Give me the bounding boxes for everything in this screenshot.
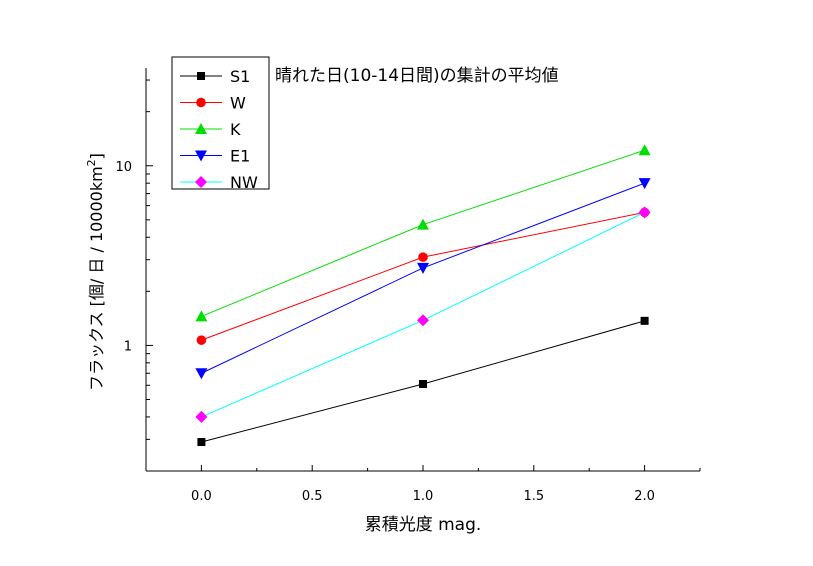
legend-marker bbox=[195, 176, 207, 188]
y-tick-label: 10 bbox=[115, 160, 132, 175]
data-point bbox=[196, 335, 207, 345]
legend-marker bbox=[195, 150, 207, 162]
data-point bbox=[417, 262, 429, 274]
legend-label: NW bbox=[230, 173, 258, 192]
x-tick-label: 0.0 bbox=[191, 489, 212, 504]
legend-box bbox=[171, 56, 270, 190]
chart-title: 晴れた日(10-14日間)の集計の平均値 bbox=[275, 66, 559, 86]
data-point bbox=[638, 206, 651, 219]
series-line bbox=[201, 182, 645, 374]
legend-item-W: W bbox=[180, 94, 246, 113]
data-point bbox=[197, 438, 206, 447]
legend-marker bbox=[196, 97, 206, 108]
legend-item-K: K bbox=[180, 120, 241, 139]
series-E1 bbox=[195, 178, 651, 380]
legend-item-NW: NW bbox=[180, 173, 258, 192]
y-axis-title: フラックス [個/ 日 / 10000km2] bbox=[85, 153, 106, 391]
legend-marker bbox=[195, 123, 207, 134]
series-layer bbox=[195, 144, 651, 447]
y-ticks: 1 10 bbox=[115, 79, 153, 472]
y-tick-label: 1 bbox=[124, 339, 132, 354]
series-S1 bbox=[197, 316, 649, 447]
x-tick-label: 0.5 bbox=[302, 489, 323, 504]
data-point bbox=[640, 316, 649, 325]
series-NW bbox=[195, 206, 651, 423]
legend-marker bbox=[197, 72, 205, 80]
y-axis-title-main: フラックス [個/ 日 / 10000km bbox=[87, 166, 106, 391]
x-axis-title: 累積光度 mag. bbox=[365, 515, 482, 535]
data-point bbox=[417, 218, 429, 230]
data-point bbox=[417, 314, 429, 327]
x-ticks: 0.0 0.5 1.0 1.5 2.0 bbox=[145, 465, 701, 504]
series-K bbox=[195, 144, 651, 322]
legend-label: K bbox=[230, 120, 241, 139]
x-tick-label: 2.0 bbox=[634, 489, 655, 504]
y-axis-title-close: ] bbox=[87, 153, 106, 159]
legend-item-E1: E1 bbox=[180, 147, 250, 166]
data-point bbox=[195, 410, 208, 423]
legend-item-S1: S1 bbox=[180, 67, 250, 86]
legend-label: S1 bbox=[230, 67, 250, 86]
data-point bbox=[638, 178, 651, 190]
data-point bbox=[419, 379, 427, 388]
data-point bbox=[195, 310, 208, 322]
legend-label: W bbox=[230, 94, 246, 113]
data-point bbox=[195, 368, 208, 380]
x-tick-label: 1.5 bbox=[523, 489, 544, 504]
y-axis-title-sup: 2 bbox=[85, 159, 98, 166]
data-point bbox=[418, 252, 428, 262]
data-point bbox=[638, 144, 651, 156]
legend: S1 WK E1 NW bbox=[171, 56, 270, 192]
legend-label: E1 bbox=[230, 147, 250, 166]
x-tick-label: 1.0 bbox=[413, 489, 434, 504]
